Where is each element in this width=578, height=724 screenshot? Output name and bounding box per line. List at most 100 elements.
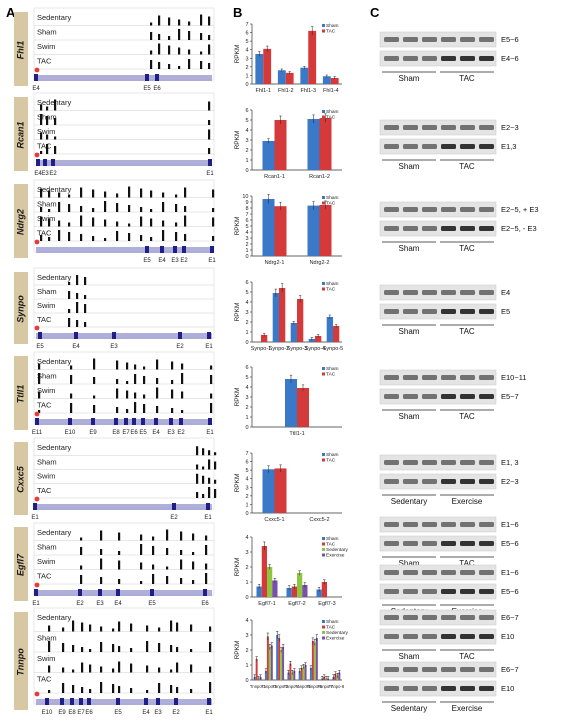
category-label: Fhl1-2: [278, 88, 294, 94]
y-tick-label: 2: [245, 148, 248, 154]
bar: [277, 70, 286, 84]
exon-label: E4: [114, 601, 122, 607]
track-label: Sham: [37, 200, 57, 209]
legend-swatch: [322, 287, 325, 291]
coverage-peak: [208, 487, 211, 498]
y-tick-label: 3: [245, 236, 248, 242]
coverage-peak: [150, 60, 153, 69]
band-label: E5~6: [501, 587, 519, 596]
gel-band: [479, 686, 494, 691]
gel-band: [479, 667, 494, 672]
gel-band: [460, 375, 475, 380]
exon-block: [145, 74, 149, 81]
exon-label: E5: [114, 710, 122, 716]
gel-strip: [379, 680, 497, 697]
bar: [297, 573, 303, 597]
y-tick-label: 3: [245, 633, 248, 639]
exon-block: [34, 589, 38, 596]
y-tick-label: 2: [245, 242, 248, 248]
exon-label: E10: [42, 710, 53, 716]
exon-block: [38, 332, 42, 339]
gene-block-ndrg2: Ndrg2 Sedentary Sham Swim TAC E5 E4 E3 E2 E1: [14, 179, 216, 264]
gene-label-box: [14, 527, 28, 601]
coverage-peak: [208, 477, 211, 484]
coverage-peak: [146, 625, 149, 632]
coverage-peak: [38, 391, 41, 399]
gel-band: [441, 634, 456, 639]
coverage-peak: [116, 221, 119, 227]
gel-strip: [379, 201, 497, 218]
bar: [315, 638, 318, 680]
gel-strip: [379, 220, 497, 237]
exon-block: [150, 589, 154, 596]
exon-block: [169, 418, 173, 425]
exon-block: [51, 159, 55, 166]
coverage-peak: [192, 561, 195, 570]
coverage-peak: [168, 36, 171, 40]
coverage-peak: [162, 202, 165, 212]
legend-swatch: [322, 367, 325, 370]
exon-block: [36, 159, 40, 166]
coverage-peak: [70, 365, 73, 370]
exon-block: [116, 589, 120, 596]
gel-band: [479, 394, 494, 399]
exon-block: [45, 698, 49, 705]
coverage-peak: [190, 664, 193, 673]
y-tick-label: 0: [245, 425, 248, 431]
coverage-peak: [58, 192, 61, 198]
coverage-peak: [180, 559, 183, 570]
group-label: TAC: [459, 652, 475, 661]
highlight-dot: [34, 691, 40, 697]
exon-label: E6: [130, 430, 138, 436]
track-label: Swim: [37, 472, 55, 481]
coverage-peak: [180, 531, 183, 541]
y-axis-label: RPKM: [234, 45, 241, 64]
y-axis-label: RPKM: [234, 641, 241, 660]
coverage-peak: [212, 217, 215, 227]
coverage-peak: [68, 232, 71, 241]
coverage-peak: [170, 645, 173, 652]
gene-label-box: [14, 612, 28, 710]
gel-strip: [379, 583, 497, 600]
exon-label: E11: [32, 430, 43, 436]
coverage-peak: [152, 546, 155, 555]
coverage-peak: [212, 236, 215, 241]
coverage-peak: [118, 646, 121, 652]
exon-label: E1: [206, 171, 214, 177]
legend-label: Sham: [326, 281, 339, 287]
coverage-peak: [116, 379, 119, 384]
track-label: TAC: [37, 486, 52, 495]
bar: [267, 567, 273, 597]
gel-9: E6~7 E10 Sham TAC: [379, 609, 519, 661]
coverage-peak: [72, 645, 75, 652]
coverage-peak: [175, 204, 178, 212]
exon-label: E4: [142, 710, 150, 716]
coverage-peak: [80, 187, 83, 198]
gel-band: [460, 570, 475, 575]
exon-label: E5: [36, 344, 44, 350]
y-tick-label: 6: [245, 218, 248, 224]
y-tick-label: 4: [245, 300, 248, 306]
coverage-peak: [184, 206, 187, 212]
coverage-peak: [214, 452, 217, 456]
coverage-peak: [62, 627, 65, 632]
gel-band: [479, 615, 494, 620]
gel-band: [460, 56, 475, 61]
coverage-peak: [146, 665, 149, 673]
y-tick-label: 2: [245, 494, 248, 500]
coverage-peak: [209, 666, 212, 673]
coverage-peak: [202, 448, 205, 456]
coverage-peak: [190, 624, 193, 632]
coverage-peak: [168, 64, 171, 69]
exon-label: E4: [72, 344, 80, 350]
coverage-peak: [158, 627, 161, 632]
coverage-peak: [48, 641, 51, 652]
legend-swatch: [322, 537, 325, 540]
y-tick-label: 3: [245, 56, 248, 62]
track-label: Sedentary: [37, 273, 71, 282]
y-tick-label: 8: [245, 206, 248, 212]
y-tick-label: 0: [245, 595, 248, 601]
track-label: Sham: [37, 457, 57, 466]
